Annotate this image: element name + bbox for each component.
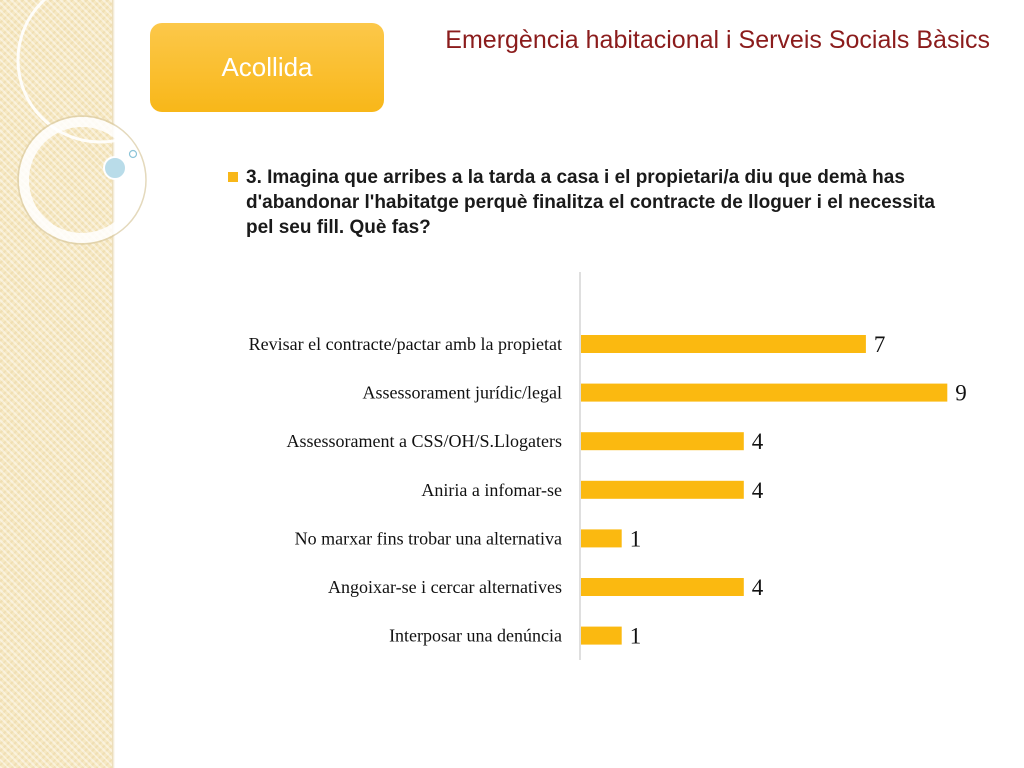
value-label-5: 1: [630, 526, 642, 551]
bar-4: [581, 480, 744, 499]
deco-bubble: [103, 156, 127, 180]
bar-2: [581, 383, 948, 402]
chart-marks: Revisar el contracte/pactar amb la propi…: [249, 332, 967, 649]
question-block: 3. Imagina que arribes a la tarda a casa…: [226, 165, 956, 240]
bar-6: [581, 578, 744, 596]
category-label-3: Assessorament a CSS/OH/S.Llogaters: [287, 431, 562, 451]
slide-title: Emergència habitacional i Serveis Social…: [445, 26, 990, 54]
value-label-1: 7: [874, 332, 886, 357]
bar-3: [581, 432, 744, 451]
deco-ring-shadow: [17, 115, 147, 245]
category-label-7: Interposar una denúncia: [389, 626, 562, 646]
bar-7: [581, 626, 622, 645]
bar-5: [581, 529, 622, 548]
section-badge-label: Acollida: [221, 52, 313, 82]
category-label-1: Revisar el contracte/pactar amb la propi…: [249, 334, 562, 354]
value-label-6: 4: [752, 575, 764, 600]
deco-ring-medium: [19, 117, 145, 243]
value-label-2: 9: [955, 381, 967, 406]
side-strip-edge: [112, 0, 115, 768]
value-label-3: 4: [752, 429, 764, 454]
decorative-circles: [16, 0, 184, 245]
bullet-square-icon: [228, 172, 238, 182]
category-label-4: Aniria a infomar-se: [421, 480, 562, 500]
category-label-5: No marxar fins trobar una alternativa: [295, 528, 562, 548]
deco-dot: [128, 149, 138, 159]
category-label-6: Angoixar-se i cercar alternatives: [328, 577, 562, 597]
value-label-4: 4: [752, 478, 764, 503]
bar-1: [581, 335, 866, 353]
category-label-2: Assessorament jurídic/legal: [363, 383, 562, 403]
value-label-7: 1: [630, 624, 642, 649]
section-badge: Acollida: [150, 23, 384, 112]
question-text: 3. Imagina que arribes a la tarda a casa…: [246, 167, 935, 238]
